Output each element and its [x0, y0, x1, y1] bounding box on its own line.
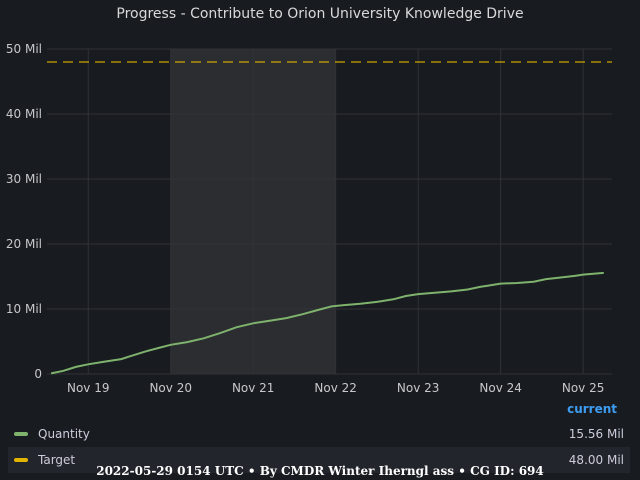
footer-credit: 2022-05-29 0154 UTC • By CMDR Winter Ihe… — [96, 464, 544, 478]
legend-label: Quantity — [38, 427, 90, 441]
legend-item-target[interactable]: Target 48.00 Mil — [8, 447, 630, 473]
legend-value: 48.00 Mil — [568, 453, 624, 467]
x-axis: Nov 19 Nov 20 Nov 21 Nov 22 Nov 23 Nov 24 Nov … — [67, 381, 604, 395]
y-tick-label: 50 Mil — [6, 42, 42, 56]
y-tick-label: 30 Mil — [6, 172, 42, 186]
y-tick-label: 10 Mil — [6, 302, 42, 316]
x-tick-label: Nov 22 — [314, 381, 357, 395]
legend-swatch-target — [14, 458, 28, 462]
legend-label: Target — [38, 453, 76, 467]
x-tick-label: Nov 21 — [232, 381, 275, 395]
x-tick-label: Nov 20 — [149, 381, 192, 395]
series-lines — [47, 61, 612, 375]
y-tick-label: 40 Mil — [6, 107, 42, 121]
legend-item-quantity[interactable]: Quantity 15.56 Mil — [8, 421, 630, 447]
x-tick-label: Nov 23 — [397, 381, 440, 395]
y-tick-label: 20 Mil — [6, 237, 42, 251]
legend-current-header[interactable]: current — [567, 402, 617, 416]
chart-title: Progress - Contribute to Orion Universit… — [116, 6, 524, 22]
legend-value: 15.56 Mil — [568, 427, 624, 441]
grid-lines — [47, 48, 612, 375]
y-axis: 0 10 Mil 20 Mil 30 Mil 40 Mil 50 Mil — [6, 42, 42, 381]
legend-swatch-quantity — [14, 432, 28, 436]
y-tick-label: 0 — [34, 367, 42, 381]
x-tick-label: Nov 25 — [562, 381, 605, 395]
series-line-quantity — [50, 271, 604, 375]
x-tick-label: Nov 24 — [479, 381, 522, 395]
x-tick-label: Nov 19 — [67, 381, 110, 395]
